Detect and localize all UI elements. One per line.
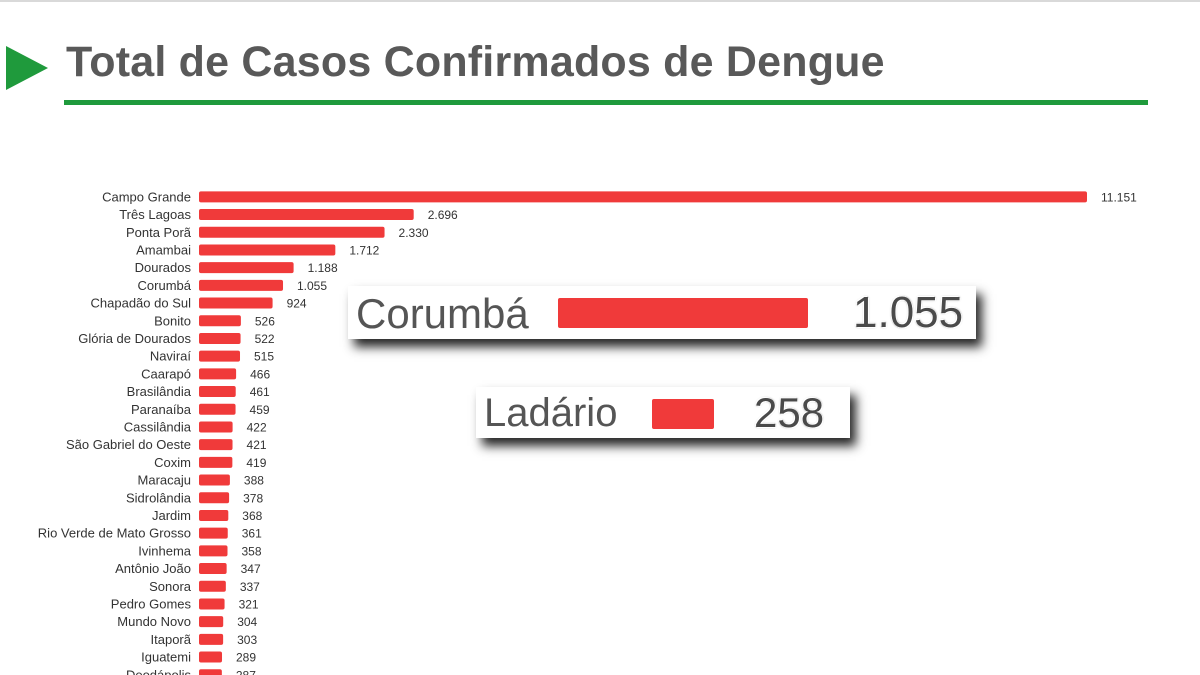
data-label: 461 bbox=[250, 385, 270, 399]
bar bbox=[199, 633, 224, 645]
category-label: Caarapó bbox=[141, 366, 191, 381]
data-label: 1.712 bbox=[349, 243, 379, 257]
category-label: Maracaju bbox=[138, 473, 191, 488]
data-label: 368 bbox=[242, 509, 262, 523]
bar bbox=[199, 244, 336, 256]
data-label: 422 bbox=[247, 420, 267, 434]
category-label: Ivinhema bbox=[138, 543, 192, 558]
data-label: 2.696 bbox=[428, 208, 458, 222]
bar bbox=[199, 386, 236, 398]
bar bbox=[199, 456, 233, 468]
bar bbox=[199, 545, 228, 557]
category-label: Rio Verde de Mato Grosso bbox=[38, 526, 191, 541]
category-label: Cassilândia bbox=[124, 419, 192, 434]
data-label: 287 bbox=[236, 668, 256, 675]
data-label: 11.151 bbox=[1101, 190, 1137, 204]
bar bbox=[199, 209, 414, 221]
bar bbox=[199, 279, 284, 291]
highlight-bar bbox=[652, 399, 714, 429]
highlight-value: 1.055 bbox=[853, 288, 964, 337]
bar-chart: Campo Grande 11.151 Três Lagoas 2.696 Ponta … bbox=[38, 189, 1137, 675]
page-title: Total de Casos Confirmados de Dengue bbox=[66, 38, 885, 86]
category-label: Campo Grande bbox=[102, 189, 191, 204]
bar bbox=[199, 297, 273, 309]
data-label: 1.055 bbox=[297, 279, 327, 293]
data-label: 361 bbox=[242, 527, 262, 541]
category-label: Chapadão do Sul bbox=[91, 296, 192, 311]
category-label: Pedro Gomes bbox=[111, 596, 192, 611]
highlight-ladario: Ladário 258 bbox=[476, 387, 850, 438]
highlight-value: 258 bbox=[754, 389, 825, 436]
category-label: Brasilândia bbox=[127, 384, 192, 399]
category-label: Sidrolândia bbox=[126, 490, 192, 505]
category-label: Glória de Dourados bbox=[78, 331, 191, 346]
bar bbox=[199, 191, 1087, 203]
title-arrow-icon bbox=[6, 46, 48, 90]
bar bbox=[199, 262, 294, 274]
data-label: 2.330 bbox=[399, 226, 429, 240]
bar bbox=[199, 421, 233, 433]
bar bbox=[199, 527, 228, 539]
highlight-corumba: Corumbá 1.055 bbox=[348, 286, 976, 339]
category-label: Itaporã bbox=[151, 632, 192, 647]
data-label: 388 bbox=[244, 474, 264, 488]
category-label: Naviraí bbox=[150, 349, 192, 364]
bar bbox=[199, 563, 227, 575]
bar bbox=[199, 580, 226, 592]
bar bbox=[199, 368, 237, 380]
bar bbox=[199, 474, 230, 486]
bar bbox=[199, 403, 236, 415]
title-underline bbox=[64, 100, 1148, 105]
data-label: 358 bbox=[242, 544, 262, 558]
data-label: 515 bbox=[254, 350, 274, 364]
data-label: 419 bbox=[246, 456, 266, 470]
category-label: Corumbá bbox=[138, 278, 192, 293]
category-label: Sonora bbox=[149, 579, 192, 594]
data-label: 337 bbox=[240, 580, 260, 594]
category-label: Paranaíba bbox=[131, 402, 192, 417]
data-label: 522 bbox=[255, 332, 275, 346]
category-label: Jardim bbox=[152, 508, 191, 523]
data-label: 321 bbox=[239, 597, 259, 611]
bar bbox=[199, 332, 241, 344]
highlight-bar bbox=[558, 298, 808, 328]
category-label: Mundo Novo bbox=[117, 614, 191, 629]
bar bbox=[199, 226, 385, 238]
category-label: Coxim bbox=[154, 455, 191, 470]
highlight-label: Corumbá bbox=[356, 290, 529, 337]
bar bbox=[199, 598, 225, 610]
data-label: 289 bbox=[236, 651, 256, 665]
data-label: 304 bbox=[237, 615, 257, 629]
category-label: Bonito bbox=[154, 313, 191, 328]
category-label: Antônio João bbox=[115, 561, 191, 576]
data-label: 347 bbox=[241, 562, 261, 576]
data-label: 466 bbox=[250, 367, 270, 381]
data-label: 303 bbox=[237, 633, 257, 647]
bar bbox=[199, 509, 229, 521]
bar bbox=[199, 651, 223, 663]
bar bbox=[199, 439, 233, 451]
category-label: Amambai bbox=[136, 242, 191, 257]
top-border bbox=[0, 0, 1200, 2]
category-label: Dourados bbox=[135, 260, 192, 275]
bar bbox=[199, 616, 224, 628]
data-label: 924 bbox=[287, 297, 307, 311]
category-label: São Gabriel do Oeste bbox=[66, 437, 191, 452]
category-label: Três Lagoas bbox=[119, 207, 191, 222]
data-label: 459 bbox=[250, 403, 270, 417]
data-label: 378 bbox=[243, 491, 263, 505]
bar bbox=[199, 350, 241, 362]
category-label: Iguatemi bbox=[141, 650, 191, 665]
bar bbox=[199, 669, 222, 675]
category-label: Ponta Porã bbox=[126, 225, 192, 240]
bar bbox=[199, 492, 230, 504]
category-label: Deodápolis bbox=[126, 667, 192, 675]
highlight-label: Ladário bbox=[484, 391, 618, 435]
bar bbox=[199, 315, 241, 327]
data-label: 1.188 bbox=[308, 261, 338, 275]
data-label: 421 bbox=[247, 438, 267, 452]
data-label: 526 bbox=[255, 314, 275, 328]
